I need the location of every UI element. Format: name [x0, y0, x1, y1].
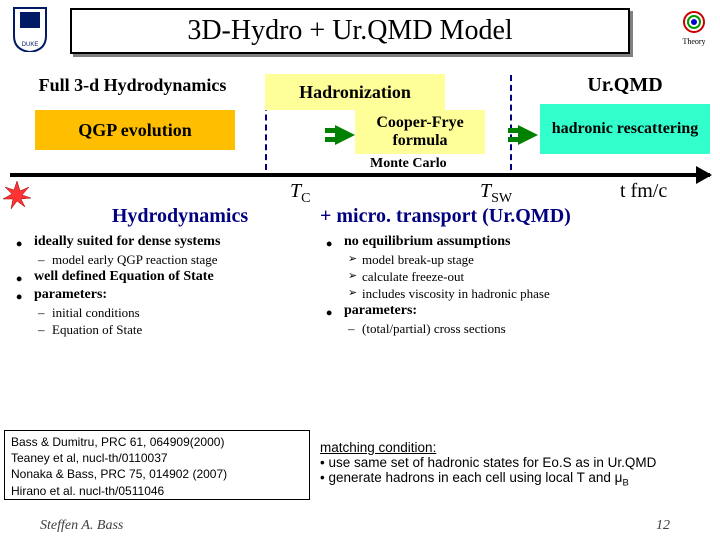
slide-title-box: 3D-Hydro + Ur.QMD Model — [70, 8, 630, 54]
list-item: no equilibrium assumptions — [326, 234, 710, 250]
box-hadronization: Hadronization — [265, 74, 445, 110]
svg-text:DUKE: DUKE — [22, 42, 39, 48]
label-urqmd: Ur.QMD — [555, 70, 695, 100]
ref-line: Nonaka & Bass, PRC 75, 014902 (2007) — [11, 466, 303, 482]
label-tc: TC — [290, 180, 310, 207]
sub-list-item: (total/partial) cross sections — [348, 321, 710, 337]
list-item: parameters: — [16, 287, 350, 303]
list-item: well defined Equation of State — [16, 269, 350, 285]
matching-heading: matching condition: — [320, 440, 436, 455]
svg-text:Theory: Theory — [682, 37, 705, 46]
timeline-arrow — [10, 173, 710, 177]
stage-diagram: Full 3-d Hydrodynamics QGP evolution Had… — [10, 70, 710, 190]
ref-line: Bass & Dumitru, PRC 61, 064909(2000) — [11, 434, 303, 450]
matching-line: generate hadrons in each cell using loca… — [328, 470, 628, 485]
label-tfmc: t fm/c — [620, 180, 667, 203]
sub-list-item: includes viscosity in hadronic phase — [348, 286, 710, 302]
footer-page: 12 — [656, 518, 670, 534]
sub-list-item: model early QGP reaction stage — [38, 252, 350, 268]
urqmd-list: no equilibrium assumptions model break-up… — [320, 234, 710, 337]
label-monte-carlo: Monte Carlo — [370, 156, 447, 172]
logo-left: DUKE — [10, 6, 50, 52]
green-arrow-icon — [518, 125, 538, 145]
sub-list-item: calculate freeze-out — [348, 269, 710, 285]
ref-line: Hirano et al. nucl-th/0511046 — [11, 483, 303, 499]
hydro-heading: Hydrodynamics — [10, 205, 350, 228]
box-cooper-frye: Cooper-Frye formula — [355, 110, 485, 154]
logo-right: Theory — [674, 6, 714, 52]
sub-list: model break-up stagecalculate freeze-out… — [326, 252, 710, 302]
list-item: ideally suited for dense systems — [16, 234, 350, 250]
phase-divider-2 — [510, 75, 512, 170]
sub-list: model early QGP reaction stage — [16, 252, 350, 268]
box-rescattering: hadronic rescattering — [540, 104, 710, 154]
ref-line: Teaney et al, nucl-th/0110037 — [11, 450, 303, 466]
hydro-column: Hydrodynamics ideally suited for dense s… — [10, 205, 350, 339]
sub-list-item: model break-up stage — [348, 252, 710, 268]
sub-list-item: Equation of State — [38, 322, 350, 338]
label-full3d: Full 3-d Hydrodynamics — [10, 70, 255, 100]
urqmd-column: + micro. transport (Ur.QMD) no equilibri… — [320, 205, 710, 338]
urqmd-heading: + micro. transport (Ur.QMD) — [320, 205, 710, 228]
hydro-list: ideally suited for dense systems model ea… — [10, 234, 350, 338]
references-box: Bass & Dumitru, PRC 61, 064909(2000) Tea… — [4, 430, 310, 500]
list-item: parameters: — [326, 303, 710, 319]
slide-title: 3D-Hydro + Ur.QMD Model — [187, 15, 512, 47]
green-arrow-icon — [335, 125, 355, 145]
matching-condition: matching condition: • use same set of ha… — [320, 440, 710, 489]
sub-list: (total/partial) cross sections — [326, 321, 710, 337]
footer-author: Steffen A. Bass — [40, 518, 123, 534]
box-qgp: QGP evolution — [35, 110, 235, 150]
sub-list: initial conditionsEquation of State — [16, 305, 350, 338]
matching-line: use same set of hadronic states for Eo.S… — [328, 455, 656, 470]
label-tsw: TSW — [480, 180, 512, 207]
sub-list-item: initial conditions — [38, 305, 350, 321]
